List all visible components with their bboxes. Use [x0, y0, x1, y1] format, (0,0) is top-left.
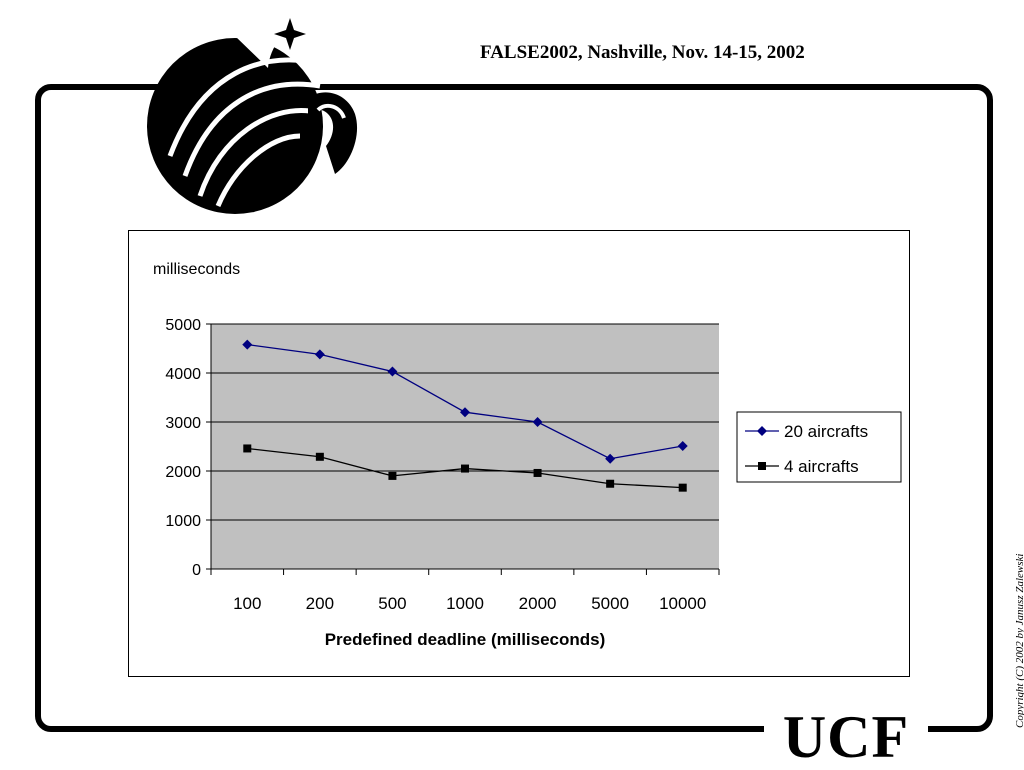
slide-header: FALSE2002, Nashville, Nov. 14-15, 2002 [480, 42, 805, 63]
ucf-brand: UCF [782, 704, 910, 770]
legend-marker [757, 426, 767, 436]
data-point [605, 453, 616, 464]
data-point [532, 417, 543, 427]
data-point [315, 452, 324, 461]
slide-frame [35, 84, 993, 732]
legend: 20 aircrafts 4 aircrafts [736, 411, 902, 483]
x-tick-label: 200 [306, 594, 334, 613]
data-point [677, 441, 688, 452]
y-tick-label: 5000 [165, 317, 201, 334]
data-point [388, 471, 397, 480]
series-2 [243, 444, 687, 492]
legend-marker [758, 462, 766, 470]
data-point [533, 468, 542, 477]
x-tick-label: 2000 [519, 594, 557, 613]
data-point [242, 339, 253, 350]
data-point [387, 366, 398, 377]
data-point [678, 483, 687, 492]
data-point [606, 479, 615, 488]
data-point [460, 407, 470, 418]
data-point [314, 349, 325, 360]
y-axis-label: milliseconds [153, 261, 240, 278]
line-chart: 0 1000 2000 3000 4000 5000 100 200 500 1000 2000 5… [153, 261, 902, 649]
pegasus-logo-icon [147, 17, 358, 214]
chart-container: 0 1000 2000 3000 4000 5000 100 200 500 1000 2000 5… [128, 230, 910, 677]
plot-area [211, 324, 719, 569]
y-tick-label: 3000 [165, 415, 201, 432]
data-point [461, 464, 469, 473]
x-ticks: 100 200 500 1000 2000 5000 10000 [210, 569, 720, 613]
y-tick-label: 0 [192, 562, 201, 579]
x-tick-label: 100 [233, 594, 261, 613]
y-ticks: 0 1000 2000 3000 4000 5000 [165, 317, 211, 579]
series-1 [242, 339, 688, 464]
legend-label: 4 aircrafts [784, 457, 859, 476]
x-tick-label: 5000 [591, 594, 629, 613]
ucf-brand-box: UCF [764, 707, 928, 767]
x-axis-label: Predefined deadline (milliseconds) [325, 630, 606, 649]
x-tick-label: 1000 [446, 594, 484, 613]
y-tick-label: 1000 [165, 513, 201, 530]
x-tick-label: 500 [378, 594, 406, 613]
y-tick-label: 2000 [165, 464, 201, 481]
grid-lines [211, 323, 719, 521]
x-tick-label: 10000 [659, 594, 706, 613]
legend-label: 20 aircrafts [784, 422, 868, 441]
y-tick-label: 4000 [165, 366, 201, 383]
series-layer [242, 339, 688, 492]
legend-box [736, 411, 902, 483]
data-point [243, 444, 252, 453]
copyright-text: Copyright (C) 2002 by Janusz Zalewski [1014, 553, 1024, 728]
